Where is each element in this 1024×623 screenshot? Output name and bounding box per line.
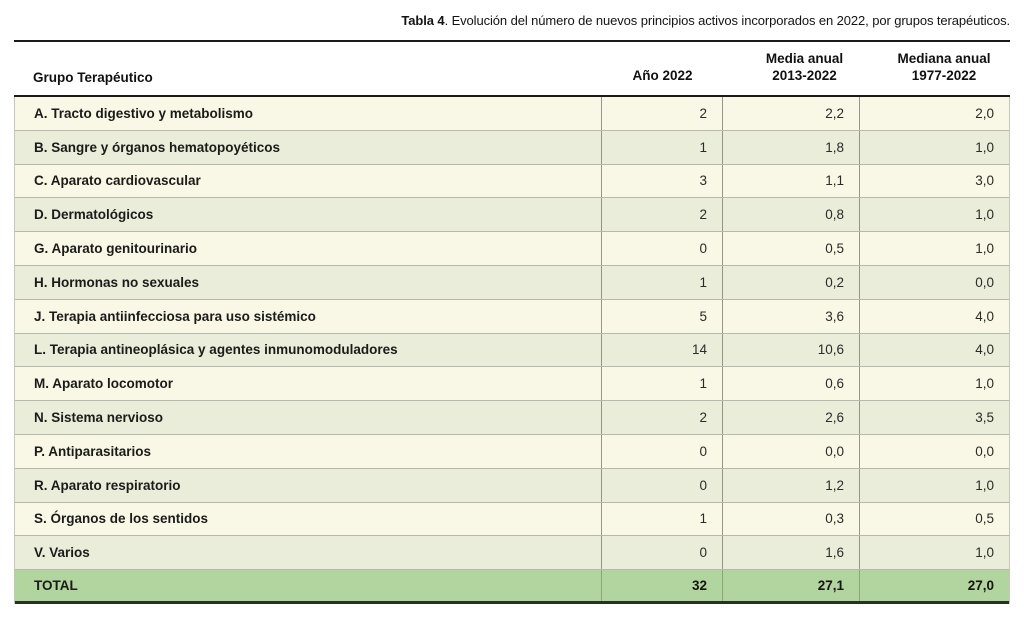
- table-row: D. Dermatológicos 2 0,8 1,0: [15, 198, 1009, 233]
- table-row: C. Aparato cardiovascular 3 1,1 3,0: [15, 164, 1009, 199]
- cell-mediana-anual: 1,0: [859, 130, 1009, 164]
- cell-grupo: M. Aparato locomotor: [34, 376, 174, 392]
- cell-mediana-anual: 0,0: [859, 434, 1009, 468]
- cell-mediana-anual: 0,0: [859, 265, 1009, 299]
- total-row: TOTAL 32 27,1 27,0: [15, 570, 1009, 605]
- cell-mediana-anual: 3,5: [859, 401, 1009, 434]
- cell-media-anual: 0,5: [722, 232, 859, 265]
- table-row: M. Aparato locomotor 1 0,6 1,0: [15, 367, 1009, 402]
- cell-grupo: L. Terapia antineoplásica y agentes inmu…: [34, 342, 398, 358]
- cell-ano-2022: 1: [601, 502, 722, 536]
- cell-mediana-anual: 4,0: [859, 333, 1009, 367]
- table-caption: Tabla 4. Evolución del número de nuevos …: [14, 0, 1010, 40]
- table-row: G. Aparato genitourinario 0 0,5 1,0: [15, 232, 1009, 266]
- cell-media-anual: 0,2: [722, 265, 859, 299]
- cell-mediana-anual: 3,0: [859, 164, 1009, 198]
- cell-media-anual: 10,6: [722, 333, 859, 367]
- cell-mediana-anual: 2,0: [859, 97, 1009, 130]
- table-row: S. Órganos de los sentidos 1 0,3 0,5: [15, 502, 1009, 537]
- cell-grupo: H. Hormonas no sexuales: [34, 274, 200, 290]
- column-header-media-anual-line2: 2013-2022: [772, 68, 837, 84]
- total-mediana-anual: 27,0: [859, 570, 1009, 602]
- cell-mediana-anual: 0,5: [859, 502, 1009, 536]
- cell-grupo: A. Tracto digestivo y metabolismo: [34, 105, 254, 121]
- total-ano-2022: 32: [601, 570, 722, 602]
- cell-ano-2022: 1: [601, 130, 722, 164]
- cell-mediana-anual: 1,0: [859, 468, 1009, 502]
- table-row: H. Hormonas no sexuales 1 0,2 0,0: [15, 265, 1009, 300]
- cell-mediana-anual: 1,0: [859, 198, 1009, 232]
- column-header-ano-2022: Año 2022: [632, 68, 693, 84]
- cell-media-anual: 2,2: [722, 97, 859, 130]
- cell-mediana-anual: 1,0: [859, 536, 1009, 570]
- cell-ano-2022: 0: [601, 434, 722, 468]
- cell-media-anual: 0,8: [722, 198, 859, 232]
- cell-media-anual: 1,8: [722, 130, 859, 164]
- cell-grupo: P. Antiparasitarios: [34, 443, 152, 459]
- table-body: A. Tracto digestivo y metabolismo 2 2,2 …: [14, 97, 1010, 605]
- column-header-mediana-anual: Mediana anual 1977-2022: [860, 42, 1010, 95]
- table-row: L. Terapia antineoplásica y agentes inmu…: [15, 333, 1009, 368]
- cell-grupo: R. Aparato respiratorio: [34, 477, 181, 493]
- cell-ano-2022: 14: [601, 333, 722, 367]
- cell-ano-2022: 0: [601, 536, 722, 570]
- total-media-anual: 27,1: [722, 570, 859, 602]
- cell-ano-2022: 2: [601, 97, 722, 130]
- table-row: V. Varios 0 1,6 1,0: [15, 536, 1009, 571]
- table-row: A. Tracto digestivo y metabolismo 2 2,2 …: [15, 97, 1009, 131]
- cell-grupo: D. Dermatológicos: [34, 207, 154, 223]
- therapeutic-groups-table: Grupo Terapéutico Año 2022 Media anual 2…: [14, 40, 1010, 605]
- cell-ano-2022: 5: [601, 299, 722, 333]
- cell-grupo: B. Sangre y órganos hematopoyéticos: [34, 139, 281, 155]
- column-header-media-anual-line1: Media anual: [765, 51, 844, 67]
- column-header-media-anual: Media anual 2013-2022: [723, 42, 860, 95]
- cell-ano-2022: 2: [601, 401, 722, 434]
- cell-ano-2022: 0: [601, 232, 722, 265]
- cell-grupo: S. Órganos de los sentidos: [34, 511, 209, 527]
- cell-mediana-anual: 1,0: [859, 232, 1009, 265]
- column-header-grupo-terapeutico: Grupo Terapéutico: [33, 70, 153, 85]
- table-caption-text: . Evolución del número de nuevos princip…: [444, 12, 1011, 28]
- column-header-mediana-anual-line2: 1977-2022: [911, 68, 977, 84]
- cell-media-anual: 1,6: [722, 536, 859, 570]
- total-label: TOTAL: [34, 578, 78, 594]
- cell-media-anual: 0,6: [722, 367, 859, 401]
- table-row: R. Aparato respiratorio 0 1,2 1,0: [15, 468, 1009, 503]
- table-caption-number: Tabla 4: [401, 12, 445, 28]
- table-header-row: Grupo Terapéutico Año 2022 Media anual 2…: [14, 42, 1010, 97]
- cell-mediana-anual: 1,0: [859, 367, 1009, 401]
- cell-media-anual: 0,3: [722, 502, 859, 536]
- cell-grupo: C. Aparato cardiovascular: [34, 173, 201, 189]
- cell-grupo: V. Varios: [34, 545, 90, 561]
- cell-ano-2022: 1: [601, 367, 722, 401]
- cell-grupo: J. Terapia antiinfecciosa para uso sisté…: [34, 308, 316, 324]
- table-row: B. Sangre y órganos hematopoyéticos 1 1,…: [15, 130, 1009, 165]
- table-row: P. Antiparasitarios 0 0,0 0,0: [15, 434, 1009, 469]
- cell-mediana-anual: 4,0: [859, 299, 1009, 333]
- cell-media-anual: 1,2: [722, 468, 859, 502]
- table-row: N. Sistema nervioso 2 2,6 3,5: [15, 401, 1009, 435]
- cell-media-anual: 1,1: [722, 164, 859, 198]
- table-row: J. Terapia antiinfecciosa para uso sisté…: [15, 299, 1009, 334]
- cell-grupo: G. Aparato genitourinario: [34, 241, 198, 257]
- cell-ano-2022: 3: [601, 164, 722, 198]
- cell-media-anual: 0,0: [722, 434, 859, 468]
- column-header-mediana-anual-line1: Mediana anual: [897, 51, 991, 67]
- cell-ano-2022: 2: [601, 198, 722, 232]
- cell-media-anual: 2,6: [722, 401, 859, 434]
- cell-media-anual: 3,6: [722, 299, 859, 333]
- cell-grupo: N. Sistema nervioso: [34, 410, 164, 426]
- cell-ano-2022: 0: [601, 468, 722, 502]
- cell-ano-2022: 1: [601, 265, 722, 299]
